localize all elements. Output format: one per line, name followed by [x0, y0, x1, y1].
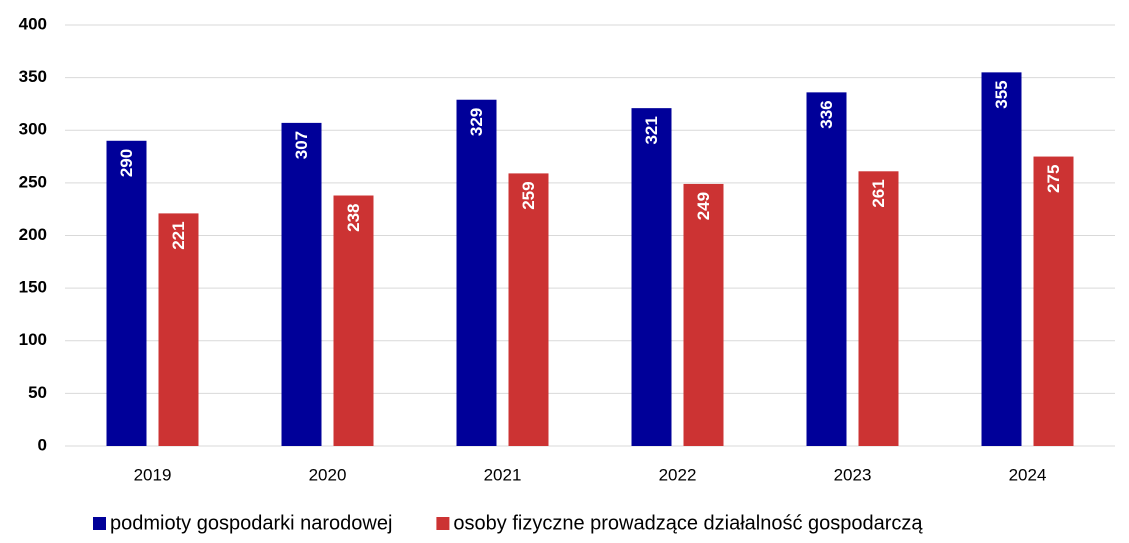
x-tick-label: 2020	[309, 465, 347, 484]
x-tick-label: 2019	[134, 465, 172, 484]
bar	[281, 122, 322, 446]
data-label: 307	[292, 131, 311, 159]
x-tick-label: 2022	[659, 465, 697, 484]
y-tick-label: 100	[19, 330, 47, 349]
x-tick-label: 2023	[834, 465, 872, 484]
legend-label: podmioty gospodarki narodowej	[110, 512, 392, 534]
bar	[333, 195, 374, 446]
data-label: 259	[519, 181, 538, 209]
data-label: 275	[1044, 165, 1063, 193]
y-tick-label: 50	[28, 383, 47, 402]
bar	[1033, 156, 1074, 446]
data-label: 249	[694, 192, 713, 220]
data-label: 329	[467, 108, 486, 136]
bar	[508, 173, 549, 446]
data-label: 238	[344, 204, 363, 232]
y-tick-label: 400	[19, 14, 47, 33]
legend-swatch	[93, 517, 106, 530]
legend-label: osoby fizyczne prowadzące działalność go…	[453, 512, 923, 534]
bar	[858, 171, 899, 447]
y-tick-label: 0	[38, 435, 47, 454]
y-tick-label: 200	[19, 225, 47, 244]
bar	[981, 72, 1022, 447]
y-tick-label: 350	[19, 67, 47, 86]
bar	[158, 213, 199, 446]
y-tick-label: 300	[19, 120, 47, 139]
bar	[631, 108, 672, 447]
data-label: 221	[169, 221, 188, 249]
bar	[806, 92, 847, 447]
bar	[456, 99, 497, 446]
data-label: 261	[869, 179, 888, 207]
y-tick-label: 250	[19, 172, 47, 191]
x-tick-label: 2024	[1009, 465, 1047, 484]
x-tick-label: 2021	[484, 465, 522, 484]
data-label: 355	[992, 80, 1011, 108]
legend-swatch	[436, 517, 450, 530]
data-label: 321	[642, 116, 661, 144]
y-tick-label: 150	[19, 278, 47, 297]
bar	[683, 183, 724, 447]
bar	[106, 140, 147, 446]
data-label: 336	[817, 100, 836, 128]
data-label: 290	[117, 149, 136, 177]
